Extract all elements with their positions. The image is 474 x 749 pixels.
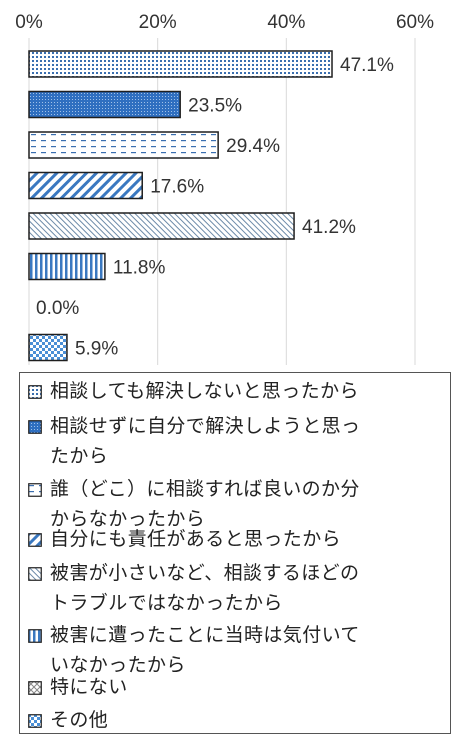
data-label: 5.9% [75,339,118,360]
legend-label-line: 誰（どこ）に相談すれば良いのか分 [50,479,360,500]
legend-label-line: 自分にも責任があると思ったから [50,529,342,550]
bar [28,50,333,78]
legend-swatch-fill [28,385,42,399]
legend-item: 被害に遭ったことに当時は気付いて いなかったから [28,621,448,681]
legend-item: 被害が小さいなど、相談するほどの トラブルではなかったから [28,559,448,619]
x-tick-label: 0% [15,12,43,33]
legend-label: 被害が小さいなど、相談するほどの トラブルではなかったから [28,559,448,619]
legend-swatch [28,420,42,434]
data-label: 0.0% [36,298,79,319]
legend-label: その他 [28,706,448,736]
legend-label: 特にない [28,673,448,703]
legend-swatch-fill [28,629,42,643]
legend-label: 誰（どこ）に相談すれば良いのか分 からなかったから [28,475,448,535]
bar [28,212,295,240]
legend-item: 相談しても解決しないと思ったから [28,377,448,407]
legend-swatch-fill [28,533,42,547]
legend-swatch-fill [28,420,42,434]
legend-label-line: 相談しても解決しないと思ったから [50,381,359,402]
data-label: 17.6% [150,177,204,198]
data-label: 11.8% [113,258,166,279]
legend-swatch [28,714,42,728]
legend-item: 特にない [28,673,448,703]
bar [28,333,68,362]
legend-swatch [28,567,42,581]
legend-label-line: 特にない [50,677,128,698]
x-tick-label: 40% [267,12,305,33]
legend-label-line: いなかったから [50,655,186,676]
x-tick-label: 60% [396,12,434,33]
legend-swatch [28,629,42,643]
legend-label: 相談せずに自分で解決しようと思っ たから [28,412,448,472]
gridlines [28,38,416,365]
legend-label-line: トラブルではなかったから [50,593,283,614]
bar [28,252,106,281]
legend-swatch [28,483,42,497]
data-label: 41.2% [302,217,356,238]
legend-swatch-fill [28,567,42,581]
legend-label: 相談しても解決しないと思ったから [28,377,448,407]
bar [28,90,181,119]
legend-swatch [28,533,42,547]
legend-swatch [28,681,42,695]
bar [28,171,143,200]
legend-label: 被害に遭ったことに当時は気付いて いなかったから [28,621,448,681]
legend-swatch-fill [28,714,42,728]
legend-swatch [28,385,42,399]
legend-label-line: 被害が小さいなど、相談するほどの [50,563,360,584]
legend-label: 自分にも責任があると思ったから [28,525,448,555]
legend-label-line: 相談せずに自分で解決しようと思っ [50,416,361,437]
legend-item: その他 [28,706,448,736]
legend: 相談しても解決しないと思ったから 相談せずに自分で解決しようと思っ たから 誰（どこ）… [19,372,451,734]
legend-swatch-fill [28,681,42,695]
legend-item: 相談せずに自分で解決しようと思っ たから [28,412,448,472]
data-labels: 47.1% 23.5% 29.4% 17.6% 41.2% 11.8% 0.0% 5.9% [36,55,394,360]
legend-swatch-fill [28,483,42,497]
bar-chart: 0% 20% 40% 60% 47.1% 23.5% 29.4% 17.6% 41.2% 11.… [15,12,434,365]
bar [28,131,219,159]
legend-item: 自分にも責任があると思ったから [28,525,448,555]
data-label: 23.5% [188,96,242,117]
legend-label-line: 被害に遭ったことに当時は気付いて [50,625,360,646]
legend-label-line: その他 [50,710,109,731]
data-label: 29.4% [226,136,280,157]
bars [28,50,333,362]
legend-label-line: たから [50,446,109,467]
legend-label-line: からなかったから [50,509,206,530]
data-label: 47.1% [340,55,394,76]
x-tick-label: 20% [139,12,177,33]
x-axis-ticks: 0% 20% 40% 60% [15,12,434,33]
legend-item: 誰（どこ）に相談すれば良いのか分 からなかったから [28,475,448,535]
